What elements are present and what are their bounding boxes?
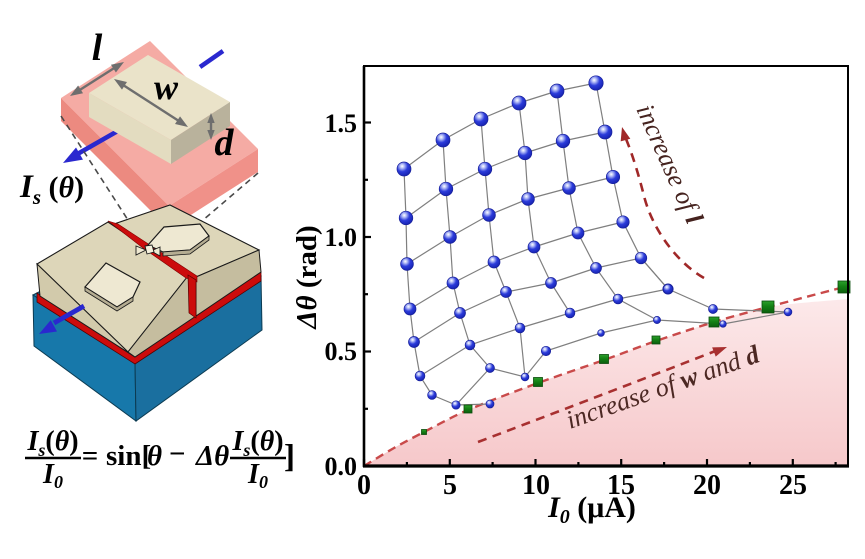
svg-text:15: 15 xyxy=(607,470,635,501)
svg-text:Is(θ): Is(θ) xyxy=(231,426,283,460)
svg-text:θ: θ xyxy=(147,440,162,472)
svg-text:5: 5 xyxy=(443,470,457,501)
svg-text:25: 25 xyxy=(779,470,807,501)
svg-text:1.0: 1.0 xyxy=(325,223,358,252)
svg-text:]: ] xyxy=(284,439,295,475)
svg-text:I0: I0 xyxy=(247,459,268,492)
svg-text:sin[: sin[ xyxy=(106,440,151,472)
svg-text:Is(θ): Is(θ) xyxy=(26,426,78,460)
svg-text:1.5: 1.5 xyxy=(325,109,358,138)
svg-text:Δθ: Δθ xyxy=(195,440,229,472)
svg-text:I0 (μA): I0 (μA) xyxy=(547,491,636,528)
svg-text:Δθ (rad): Δθ (rad) xyxy=(291,225,323,329)
svg-text:20: 20 xyxy=(693,470,721,501)
svg-text:=: = xyxy=(82,440,99,472)
svg-text:w: w xyxy=(154,67,179,107)
svg-text:0.0: 0.0 xyxy=(325,452,358,481)
svg-text:Is (θ): Is (θ) xyxy=(19,169,84,209)
svg-text:0: 0 xyxy=(357,470,371,501)
svg-text:I0: I0 xyxy=(42,459,63,492)
svg-text:d: d xyxy=(215,122,235,164)
svg-text:0.5: 0.5 xyxy=(325,337,358,366)
svg-text:−: − xyxy=(169,438,186,470)
svg-text:l: l xyxy=(92,27,103,69)
svg-text:10: 10 xyxy=(522,470,550,501)
